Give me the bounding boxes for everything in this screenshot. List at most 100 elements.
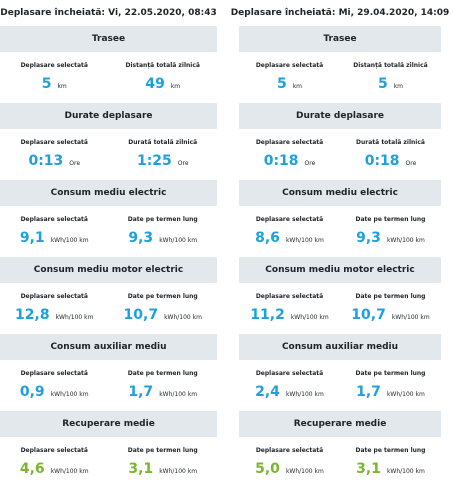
value-unit: kWh/100 km [159, 391, 198, 398]
selected-trip-cell: Deplasare selectată 9,1 kWh/100 km [0, 206, 109, 257]
value-number: 5,0 [255, 461, 280, 477]
value-number: 9,3 [356, 230, 381, 246]
selected-trip-cell: Deplasare selectată 11,2 kWh/100 km [239, 283, 340, 334]
cell-value: 12,8 kWh/100 km [15, 307, 93, 323]
value-number: 3,1 [356, 461, 381, 477]
selected-trip-cell: Deplasare selectată 5,0 kWh/100 km [239, 437, 340, 480]
cell-label: Date pe termen lung [127, 370, 198, 377]
value-number: 0,9 [19, 384, 45, 400]
value-unit: kWh/100 km [285, 391, 324, 398]
cell-label: Durată totală zilnică [128, 139, 198, 146]
long-term-cell: Date pe termen lung 9,3 kWh/100 km [340, 206, 441, 257]
section-heading-auxiliary-consumption: Consum auxiliar mediu [0, 334, 217, 360]
cell-label: Distanță totală zilnică [125, 62, 200, 69]
cell-value: 9,3 kWh/100 km [128, 230, 197, 246]
value-unit: kWh/100 km [50, 237, 89, 244]
value-number: 49 [145, 76, 165, 92]
cell-value: 9,3 kWh/100 km [356, 230, 425, 246]
section-durations: Deplasare selectată 0:13 Ore Durată total… [0, 129, 217, 180]
total-cell: Distanță totală zilnică 5 km [340, 52, 441, 103]
selected-trip-cell: Deplasare selectată 0:18 Ore [239, 129, 340, 180]
value-number: 1,7 [356, 384, 381, 400]
long-term-cell: Date pe termen lung 1,7 kWh/100 km [340, 360, 441, 411]
cell-value: 5,0 kWh/100 km [255, 461, 324, 477]
cell-value: 0,9 kWh/100 km [20, 384, 89, 400]
section-heading-motor-consumption: Consum mediu motor electric [239, 257, 441, 283]
section-heading-electric-consumption: Consum mediu electric [0, 180, 217, 206]
value-number: 9,3 [128, 230, 154, 246]
value-unit: km [393, 83, 404, 90]
value-number: 12,8 [15, 307, 50, 323]
value-unit: kWh/100 km [159, 237, 198, 244]
value-unit: kWh/100 km [159, 468, 198, 475]
value-number: 5 [276, 76, 287, 92]
value-number: 3,1 [128, 461, 154, 477]
cell-label: Date pe termen lung [127, 293, 198, 300]
section-durations: Deplasare selectată 0:18 Ore Durată total… [239, 129, 441, 180]
cell-value: 8,6 kWh/100 km [255, 230, 324, 246]
selected-trip-cell: Deplasare selectată 0:13 Ore [0, 129, 109, 180]
total-cell: Durată totală zilnică 0:18 Ore [340, 129, 441, 180]
value-unit: kWh/100 km [50, 468, 89, 475]
cell-label: Date pe termen lung [355, 447, 426, 454]
total-cell: Durată totală zilnică 1:25 Ore [109, 129, 218, 180]
long-term-cell: Date pe termen lung 3,1 kWh/100 km [109, 437, 218, 480]
trip-panel-left: Deplasare încheiată: Vi, 22.05.2020, 08:… [0, 0, 217, 480]
value-unit: Ore [405, 160, 417, 167]
section-electric-consumption: Deplasare selectată 9,1 kWh/100 km Date p… [0, 206, 217, 257]
value-number: 10,7 [123, 307, 159, 323]
value-number: 4,6 [19, 461, 45, 477]
cell-value: 5 km [378, 76, 403, 92]
cell-label: Deplasare selectată [255, 293, 324, 300]
selected-trip-cell: Deplasare selectată 8,6 kWh/100 km [239, 206, 340, 257]
cell-label: Deplasare selectată [20, 293, 88, 300]
selected-trip-cell: Deplasare selectată 5 km [239, 52, 340, 103]
cell-value: 4,6 kWh/100 km [20, 461, 89, 477]
cell-label: Deplasare selectată [20, 447, 88, 454]
value-unit: kWh/100 km [50, 391, 89, 398]
value-number: 1:25 [136, 153, 172, 169]
cell-label: Deplasare selectată [255, 216, 324, 223]
cell-label: Durată totală zilnică [356, 139, 425, 146]
section-heading-electric-consumption: Consum mediu electric [239, 180, 441, 206]
trip-panel-right: Deplasare încheiată: Mi, 29.04.2020, 14:… [230, 0, 450, 480]
long-term-cell: Date pe termen lung 3,1 kWh/100 km [340, 437, 441, 480]
selected-trip-cell: Deplasare selectată 0,9 kWh/100 km [0, 360, 109, 411]
total-cell: Distanță totală zilnică 49 km [109, 52, 218, 103]
value-number: 8,6 [255, 230, 280, 246]
section-recovery: Deplasare selectată 5,0 kWh/100 km Date p… [239, 437, 441, 480]
value-unit: kWh/100 km [386, 468, 425, 475]
section-heading-recovery: Recuperare medie [239, 411, 441, 437]
cell-value: 1,7 kWh/100 km [356, 384, 425, 400]
value-number: 11,2 [250, 307, 285, 323]
cell-label: Distanță totală zilnică [353, 62, 428, 69]
cell-value: 1:25 Ore [137, 153, 189, 169]
cell-label: Deplasare selectată [20, 370, 88, 377]
cell-label: Date pe termen lung [355, 216, 426, 223]
value-unit: kWh/100 km [55, 314, 94, 321]
selected-trip-cell: Deplasare selectată 4,6 kWh/100 km [0, 437, 109, 480]
value-unit: kWh/100 km [285, 468, 324, 475]
section-heading-routes: Trasee [239, 26, 441, 52]
section-routes: Deplasare selectată 5 km Distanță totală … [239, 52, 441, 103]
cell-value: 9,1 kWh/100 km [20, 230, 89, 246]
cell-value: 5 km [277, 76, 302, 92]
cell-label: Deplasare selectată [255, 139, 324, 146]
cell-value: 0:13 Ore [28, 153, 80, 169]
section-recovery: Deplasare selectată 4,6 kWh/100 km Date p… [0, 437, 217, 480]
cell-value: 10,7 kWh/100 km [351, 307, 429, 323]
cell-label: Deplasare selectată [255, 62, 324, 69]
section-auxiliary-consumption: Deplasare selectată 0,9 kWh/100 km Date p… [0, 360, 217, 411]
value-unit: Ore [177, 160, 189, 167]
long-term-cell: Date pe termen lung 10,7 kWh/100 km [109, 283, 218, 334]
value-number: 0:18 [364, 153, 400, 169]
selected-trip-cell: Deplasare selectată 12,8 kWh/100 km [0, 283, 109, 334]
cell-label: Date pe termen lung [127, 216, 198, 223]
trip-title: Deplasare încheiată: Mi, 29.04.2020, 14:… [230, 8, 450, 18]
cell-value: 0:18 Ore [264, 153, 316, 169]
cell-label: Deplasare selectată [20, 62, 88, 69]
section-heading-durations: Durate deplasare [0, 103, 217, 129]
value-number: 2,4 [255, 384, 280, 400]
cell-value: 3,1 kWh/100 km [356, 461, 425, 477]
cell-value: 2,4 kWh/100 km [255, 384, 324, 400]
